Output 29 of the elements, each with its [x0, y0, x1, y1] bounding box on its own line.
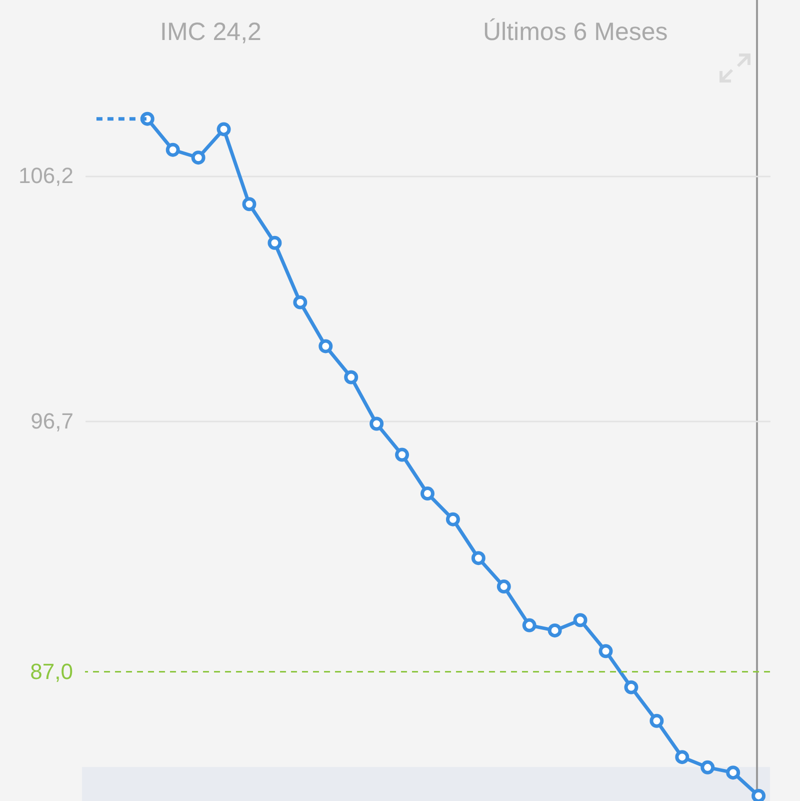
point: [420, 486, 434, 501]
point: [700, 760, 715, 774]
point: [624, 680, 638, 694]
annotation: IMC 24,2: [160, 18, 262, 47]
point: [573, 613, 588, 628]
y-tick-label: 106,2: [18, 163, 74, 188]
point: [548, 623, 562, 638]
point: [166, 142, 180, 157]
point: [344, 370, 358, 384]
point: [216, 122, 231, 136]
point: [496, 580, 511, 594]
point: [318, 339, 333, 354]
point: [293, 295, 308, 310]
point: [650, 714, 664, 728]
point: [395, 448, 410, 462]
point: [370, 416, 384, 431]
point: [726, 766, 740, 780]
point: [522, 618, 536, 632]
point: [446, 512, 460, 526]
annotation: Últimos 6 Meses: [483, 18, 668, 47]
point: [268, 236, 282, 250]
point: [471, 551, 486, 566]
point: [675, 750, 690, 764]
ref-line-label: 87,0: [30, 658, 73, 684]
point: [242, 197, 256, 212]
point: [752, 788, 766, 801]
y-tick-label: 96,7: [30, 408, 74, 434]
point: [598, 644, 613, 658]
point: [191, 150, 206, 165]
